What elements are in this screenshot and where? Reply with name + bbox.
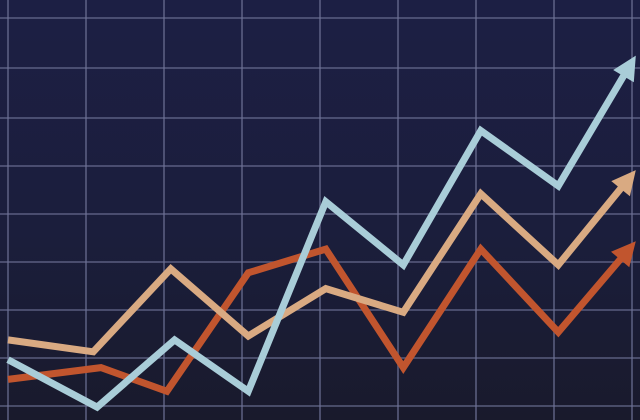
series-arrowhead-3 (613, 55, 636, 83)
series-line-1 (7, 243, 626, 396)
series-line-3 (6, 70, 629, 412)
series-arrowhead-1 (611, 241, 636, 268)
series-line-2 (7, 183, 626, 356)
series-arrowhead-2 (611, 170, 636, 197)
series-group (6, 55, 636, 412)
